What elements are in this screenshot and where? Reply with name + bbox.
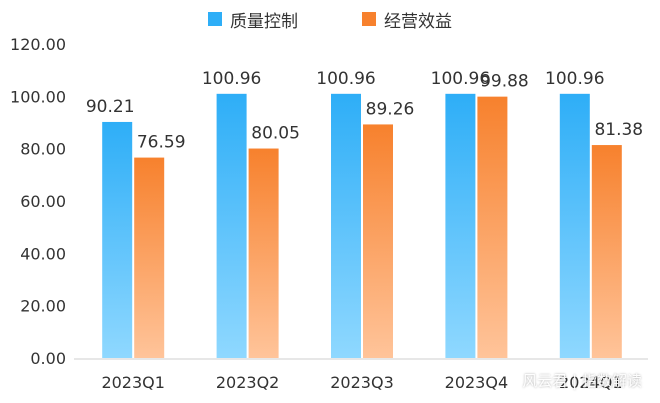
bar-quality bbox=[331, 93, 361, 358]
legend-swatch-quality bbox=[208, 12, 222, 26]
data-label: 80.05 bbox=[251, 124, 300, 144]
data-label: 76.59 bbox=[137, 133, 186, 153]
legend: 质量控制 经营效益 bbox=[0, 6, 660, 32]
x-tick-label: 2023Q1 bbox=[101, 373, 165, 392]
bar-efficiency bbox=[134, 157, 165, 358]
bar-efficiency bbox=[477, 96, 508, 358]
bar-efficiency bbox=[248, 148, 279, 358]
data-label: 90.21 bbox=[86, 97, 135, 117]
data-label: 100.96 bbox=[545, 69, 604, 89]
data-label: 100.96 bbox=[202, 69, 261, 89]
legend-item-efficiency: 经营效益 bbox=[362, 7, 452, 32]
data-label: 89.26 bbox=[366, 99, 415, 119]
data-label: 100.96 bbox=[316, 69, 375, 89]
legend-label-quality: 质量控制 bbox=[230, 11, 298, 32]
x-tick-label: 2023Q2 bbox=[216, 373, 280, 392]
data-label: 81.38 bbox=[594, 120, 643, 140]
legend-item-quality: 质量控制 bbox=[208, 7, 298, 32]
y-tick-label: 20.00 bbox=[20, 297, 66, 316]
data-label: 100.96 bbox=[431, 69, 490, 89]
y-tick-label: 40.00 bbox=[20, 244, 66, 263]
x-tick-label: 2023Q3 bbox=[330, 373, 394, 392]
x-axis: 2023Q1 2023Q2 2023Q3 2023Q4 2024Q1 bbox=[74, 358, 648, 392]
y-tick-label: 120.00 bbox=[10, 35, 66, 54]
y-tick-label: 0.00 bbox=[30, 349, 66, 368]
legend-swatch-efficiency bbox=[362, 12, 376, 26]
legend-label-efficiency: 经营效益 bbox=[384, 11, 452, 32]
data-label: 99.88 bbox=[480, 72, 529, 92]
y-tick-label: 100.00 bbox=[10, 87, 66, 106]
x-tick-label: 2024Q1 bbox=[559, 373, 623, 392]
data-labels: 90.2176.59100.9680.05100.9689.26100.9699… bbox=[86, 69, 643, 153]
bar-quality bbox=[102, 121, 133, 358]
y-tick-label: 60.00 bbox=[20, 192, 66, 211]
bars bbox=[102, 93, 622, 358]
bar-quality bbox=[445, 93, 476, 358]
bar-quality bbox=[216, 93, 247, 358]
bar-quality bbox=[559, 93, 590, 358]
y-axis: 0.00 20.00 40.00 60.00 80.00 100.00 120.00 bbox=[10, 35, 66, 368]
y-tick-label: 80.00 bbox=[20, 140, 66, 159]
x-tick-label: 2023Q4 bbox=[445, 373, 509, 392]
watermark: 风云君 | 指数解读 bbox=[522, 372, 642, 390]
bar-efficiency bbox=[591, 145, 622, 358]
bar-efficiency bbox=[363, 124, 393, 358]
